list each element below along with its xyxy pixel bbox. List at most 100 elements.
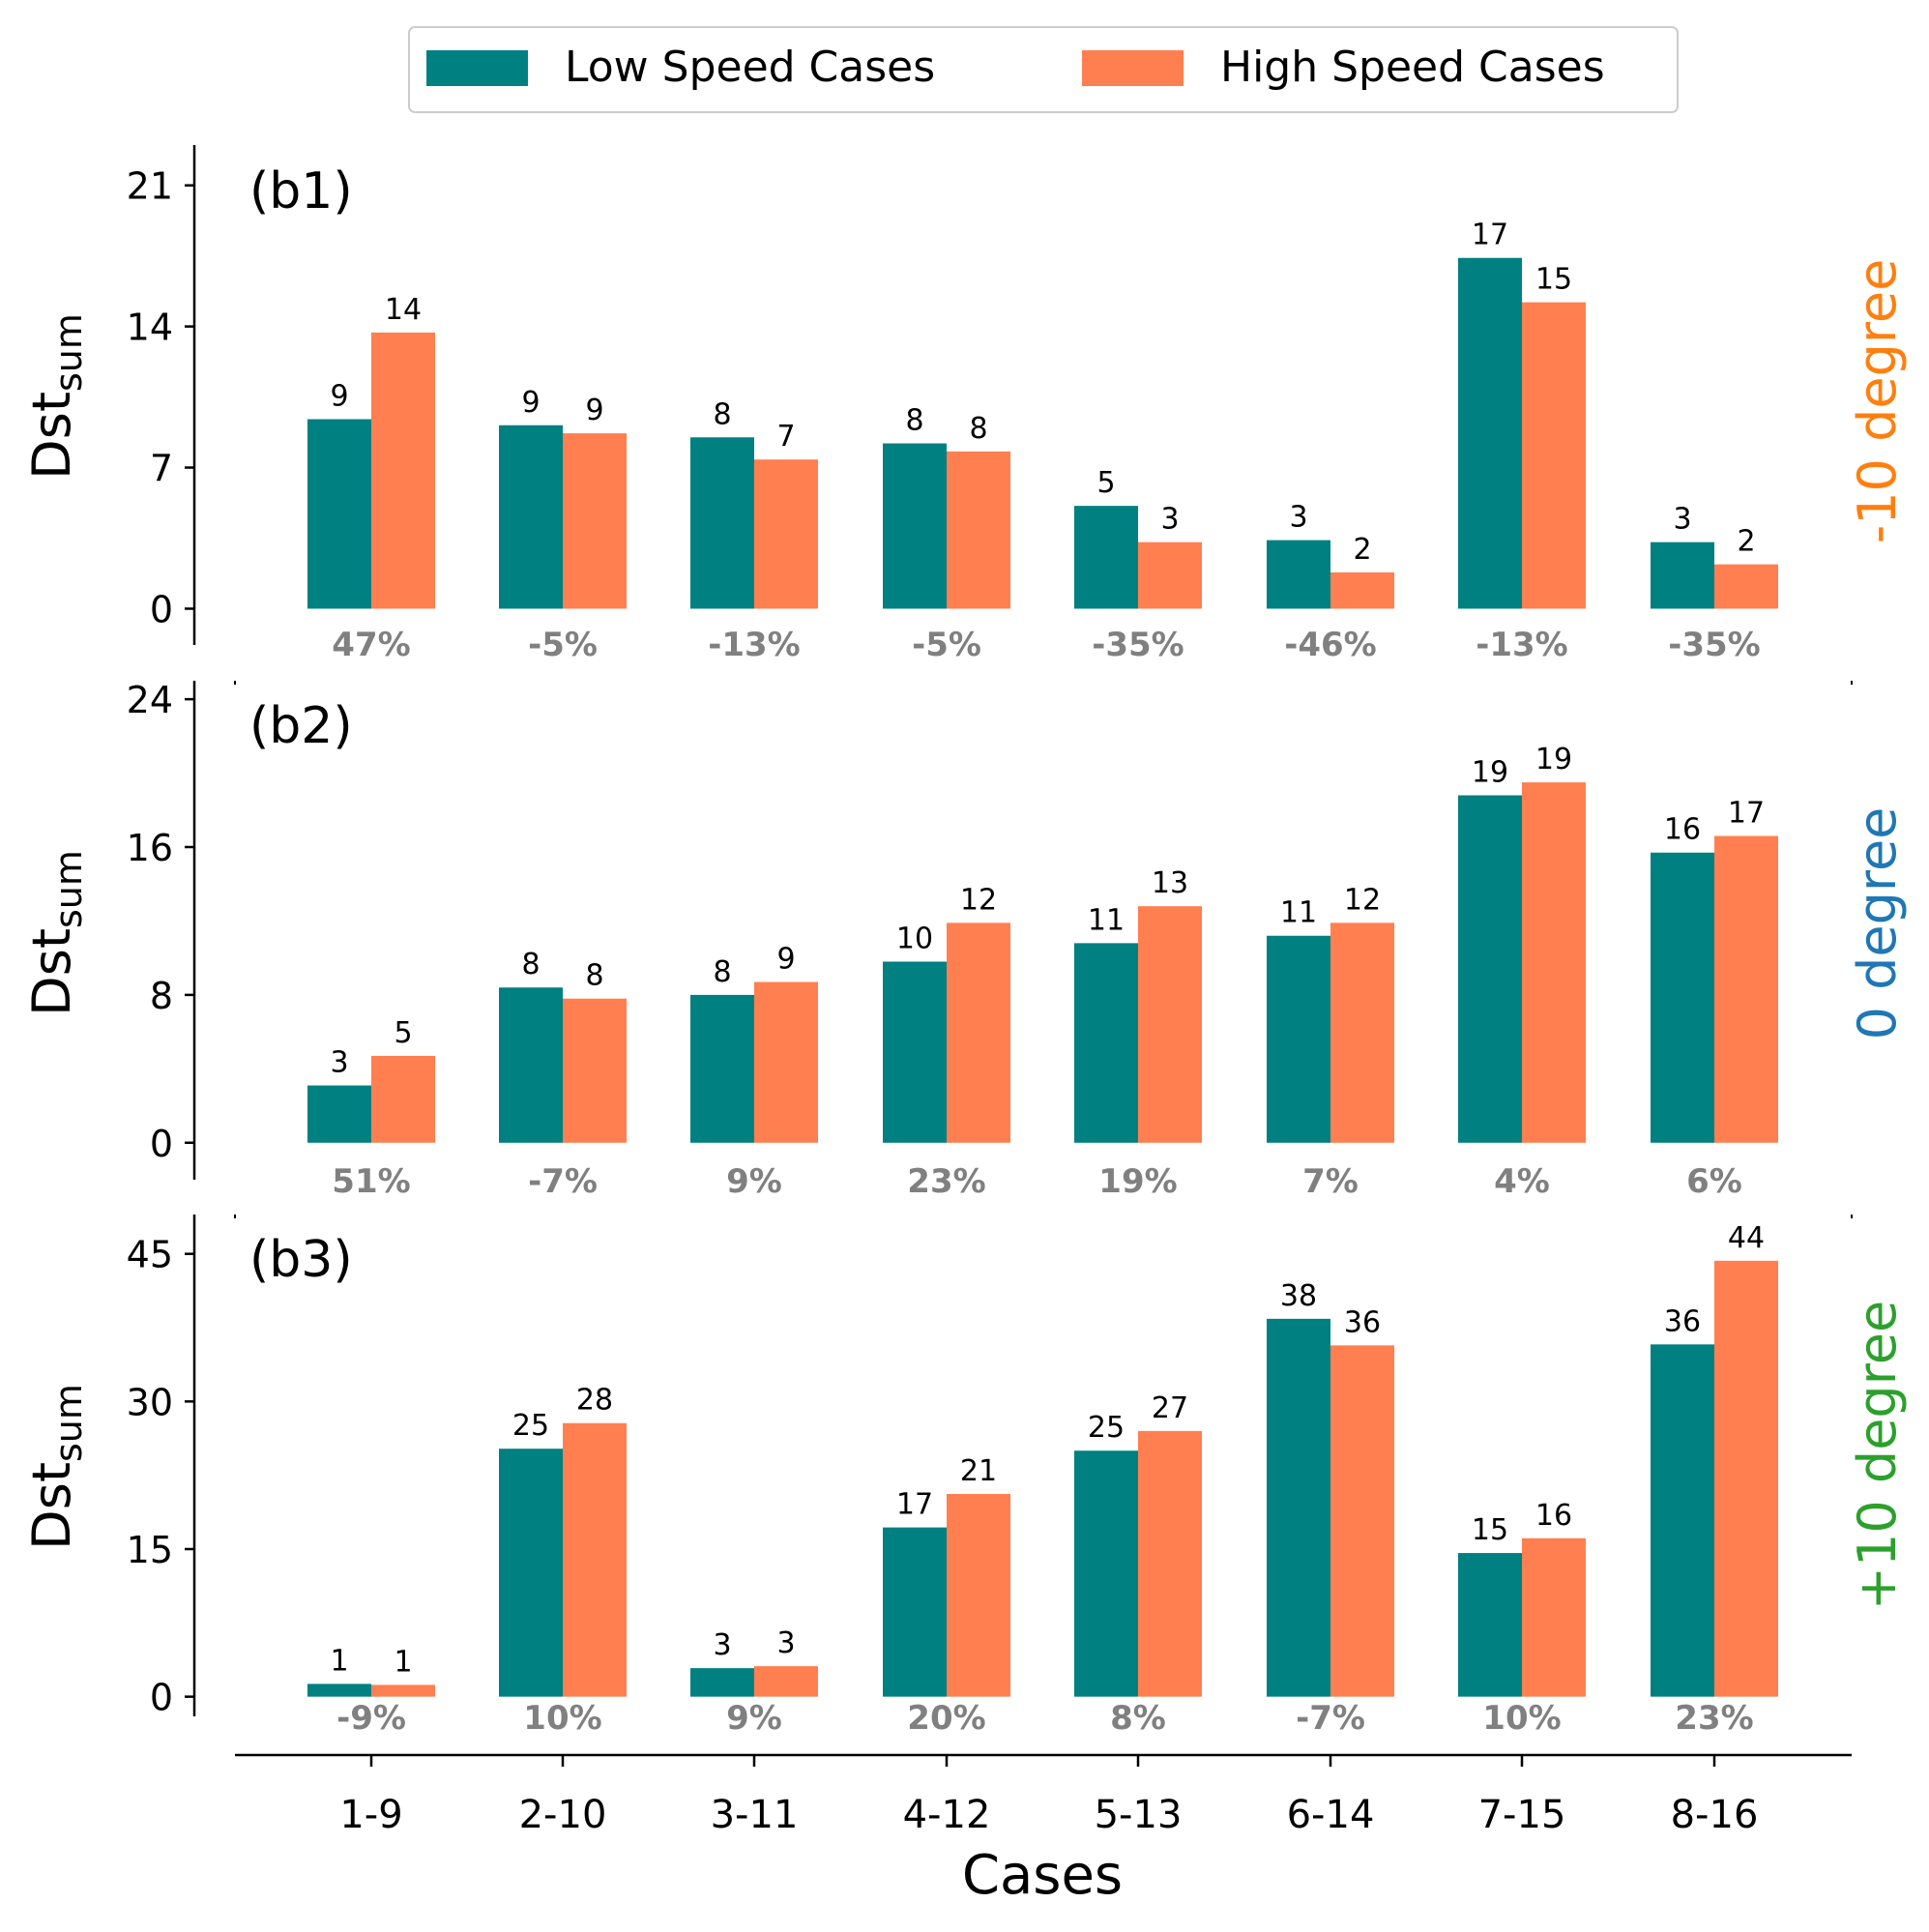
bar-low-b3-1-9 <box>307 1683 371 1697</box>
bar-high-b1-5-13 <box>1138 542 1202 609</box>
data-label-low-b1: 8 <box>713 397 731 431</box>
bar-high-b3-3-11 <box>754 1666 818 1697</box>
data-label-low-b3: 25 <box>1088 1411 1125 1445</box>
bar-low-b2-2-10 <box>499 987 563 1143</box>
pct-change-label-b1: -13% <box>708 626 801 664</box>
data-label-low-b1: 3 <box>1673 503 1691 537</box>
pct-change-label-b1: 47% <box>332 626 410 664</box>
data-label-high-b1: 7 <box>776 420 795 454</box>
pct-change-label-b3: -7% <box>1296 1699 1365 1738</box>
data-label-low-b2: 8 <box>521 948 540 981</box>
bar-low-b2-7-15 <box>1458 795 1522 1143</box>
pct-change-label-b3: 20% <box>907 1699 985 1738</box>
bar-high-b1-6-14 <box>1330 571 1394 609</box>
data-label-low-b2: 11 <box>1088 903 1125 937</box>
pct-change-label-b1: -5% <box>528 626 598 664</box>
panel-label-b3: (b3) <box>249 1231 353 1289</box>
legend-low-swatch <box>426 50 528 86</box>
y-tick-label-b2: 8 <box>150 975 173 1017</box>
x-tick-label: 6-14 <box>1287 1793 1375 1837</box>
data-label-low-b1: 9 <box>521 386 540 420</box>
bar-high-b2-8-16 <box>1714 835 1778 1143</box>
bar-high-b1-8-16 <box>1714 564 1778 609</box>
data-label-high-b3: 44 <box>1728 1221 1765 1255</box>
bar-low-b3-7-15 <box>1458 1553 1522 1697</box>
data-label-high-b1: 9 <box>585 394 603 427</box>
pct-change-label-b1: -46% <box>1284 626 1377 664</box>
bar-high-b3-5-13 <box>1138 1430 1202 1697</box>
bar-low-b3-2-10 <box>499 1449 563 1697</box>
panel-b1: 0 7 14 21 Dstsum (b1) -10 degree 9 14 47% 9 9 -5% 8 7 -… <box>21 145 1908 664</box>
y-tick-label-b2: 24 <box>127 679 173 721</box>
data-label-low-b1: 5 <box>1096 466 1115 500</box>
bar-high-b1-1-9 <box>371 332 435 609</box>
bar-high-b3-7-15 <box>1522 1537 1586 1697</box>
y-axis-label-main: Dst <box>21 928 82 1016</box>
pct-change-label-b2: 51% <box>332 1162 410 1201</box>
data-label-low-b3: 25 <box>512 1409 549 1443</box>
x-tick-label: 2-10 <box>519 1793 607 1837</box>
side-label-b1: -10 degree <box>1847 259 1908 544</box>
y-tick-label-b3: 15 <box>127 1529 173 1571</box>
y-tick-label-b2: 0 <box>150 1123 173 1165</box>
data-label-high-b2: 5 <box>394 1016 412 1050</box>
pct-change-label-b1: -35% <box>1668 626 1761 664</box>
pct-change-label-b2: 4% <box>1494 1162 1550 1201</box>
data-label-high-b2: 19 <box>1535 743 1572 776</box>
data-label-high-b1: 8 <box>969 412 987 446</box>
data-label-high-b3: 16 <box>1535 1499 1572 1533</box>
y-axis-label-subscript: sum <box>47 313 90 392</box>
bar-high-b2-5-13 <box>1138 906 1202 1143</box>
data-label-high-b1: 2 <box>1353 533 1371 567</box>
x-tick-label: 4-12 <box>903 1793 991 1837</box>
data-label-low-b3: 15 <box>1472 1513 1508 1547</box>
bar-low-b1-4-12 <box>883 443 947 609</box>
bar-low-b2-6-14 <box>1267 935 1330 1143</box>
bar-low-b1-2-10 <box>499 424 563 609</box>
side-label-b3: +10 degree <box>1847 1301 1908 1610</box>
pct-change-label-b3: -9% <box>336 1699 406 1738</box>
bar-low-b1-5-13 <box>1074 506 1138 609</box>
y-axis-label-b1: Dstsum <box>21 313 90 480</box>
y-tick-label-b1: 14 <box>127 307 173 349</box>
data-label-low-b2: 19 <box>1472 755 1508 789</box>
pct-change-label-b2: 6% <box>1686 1162 1742 1201</box>
y-tick-label-b1: 0 <box>150 588 173 630</box>
bar-low-b1-8-16 <box>1651 542 1714 609</box>
data-label-high-b3: 1 <box>394 1645 412 1679</box>
data-label-low-b3: 38 <box>1280 1279 1317 1313</box>
y-tick-label-b2: 16 <box>127 827 173 869</box>
bar-high-b2-6-14 <box>1330 922 1394 1143</box>
bar-high-b1-3-11 <box>754 459 818 609</box>
x-tick-label: 7-15 <box>1478 1793 1566 1837</box>
bar-high-b1-7-15 <box>1522 302 1586 609</box>
y-tick-label-b3: 45 <box>127 1234 173 1276</box>
data-label-high-b3: 36 <box>1344 1305 1381 1339</box>
y-tick-label-b1: 7 <box>150 448 173 490</box>
legend-box <box>408 26 1679 113</box>
panel-label-b2: (b2) <box>249 697 353 755</box>
bar-low-b3-4-12 <box>883 1527 947 1697</box>
data-label-low-b3: 17 <box>896 1488 933 1522</box>
pct-change-label-b3: 8% <box>1110 1699 1166 1738</box>
bar-high-b2-2-10 <box>563 998 627 1143</box>
y-axis-label-subscript: sum <box>47 1384 90 1462</box>
data-label-high-b1: 15 <box>1535 263 1572 297</box>
y-axis-label-b2: Dstsum <box>21 850 90 1016</box>
legend-low-label: Low Speed Cases <box>565 43 935 92</box>
y-axis-label-main: Dst <box>21 1462 82 1550</box>
data-label-low-b1: 9 <box>330 380 348 414</box>
bar-low-b2-1-9 <box>307 1085 371 1143</box>
data-label-high-b2: 8 <box>585 959 603 993</box>
bar-low-b1-7-15 <box>1458 257 1522 609</box>
bar-low-b1-1-9 <box>307 419 371 609</box>
pct-change-label-b1: -5% <box>912 626 981 664</box>
bar-low-b3-8-16 <box>1651 1344 1714 1697</box>
legend: Low Speed Cases High Speed Cases <box>408 26 1679 113</box>
data-label-low-b3: 1 <box>330 1644 348 1678</box>
bar-high-b3-1-9 <box>371 1684 435 1697</box>
pct-change-label-b2: -7% <box>528 1162 598 1201</box>
bar-high-b1-2-10 <box>563 433 627 609</box>
data-label-high-b3: 27 <box>1152 1391 1188 1425</box>
